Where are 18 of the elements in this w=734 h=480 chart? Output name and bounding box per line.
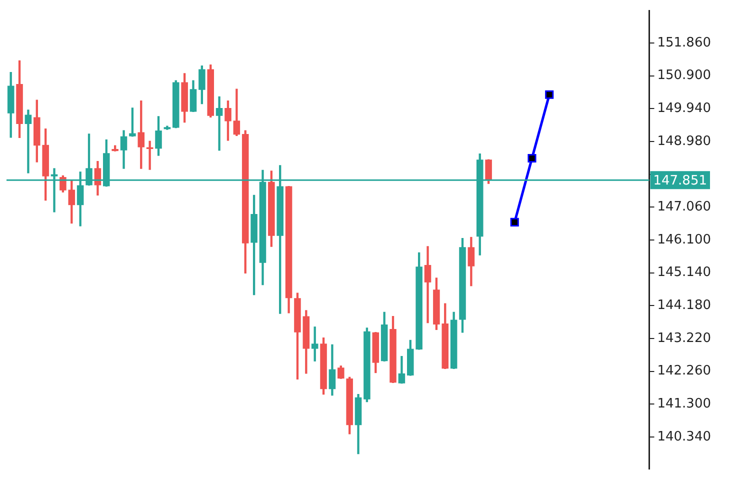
candlestick <box>216 96 223 151</box>
y-tick-label: 147.060 <box>657 200 712 215</box>
point <box>528 154 536 163</box>
y-tick-label: 142.260 <box>657 364 712 379</box>
y-tick-label: 150.900 <box>657 68 712 84</box>
y-tick-label: 145.140 <box>657 265 712 280</box>
y-tick-label: 140.340 <box>657 429 712 444</box>
point <box>545 90 554 99</box>
y-tick-label: 143.220 <box>657 330 712 346</box>
candlestick <box>24 110 32 174</box>
y-tick-label: 151.860 <box>657 35 712 50</box>
y-tick-label: 148.980 <box>657 134 712 149</box>
y-tick-label: 144.180 <box>657 298 712 314</box>
ref-line-label: 147.851 <box>653 173 708 188</box>
y-tick-label: 141.300 <box>657 396 712 412</box>
y-tick-label: 146.100 <box>657 232 712 248</box>
point <box>510 218 519 226</box>
y-tick-label: 149.940 <box>657 101 712 116</box>
